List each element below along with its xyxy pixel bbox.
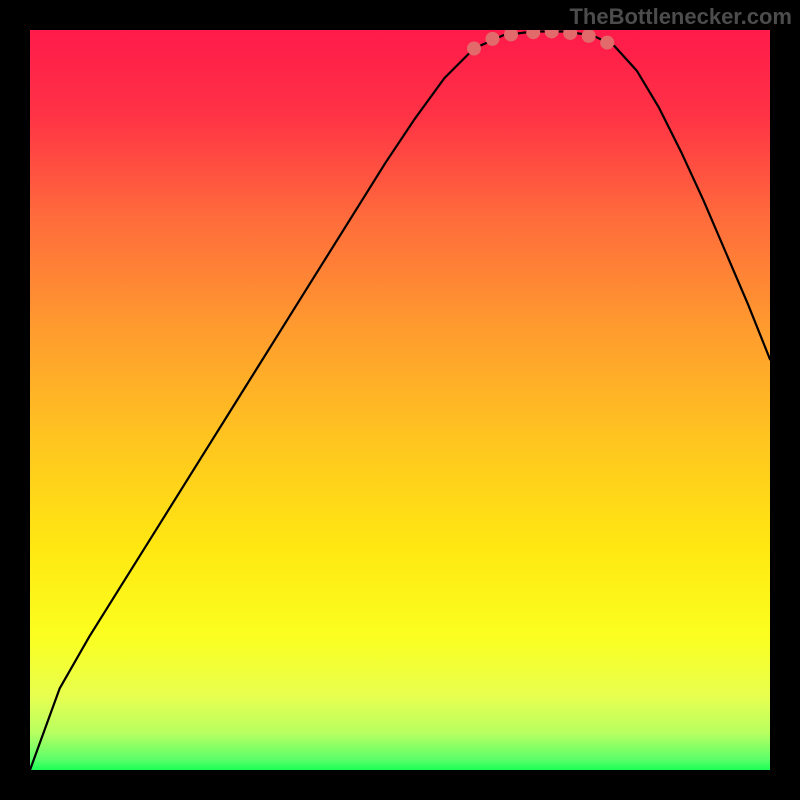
watermark: TheBottlenecker.com [569, 4, 792, 30]
chart-container: TheBottlenecker.com [0, 0, 800, 800]
valley-marker [600, 36, 614, 50]
chart-svg [30, 30, 770, 770]
valley-marker [467, 42, 481, 56]
valley-marker [486, 32, 500, 46]
plot-area [30, 30, 770, 770]
